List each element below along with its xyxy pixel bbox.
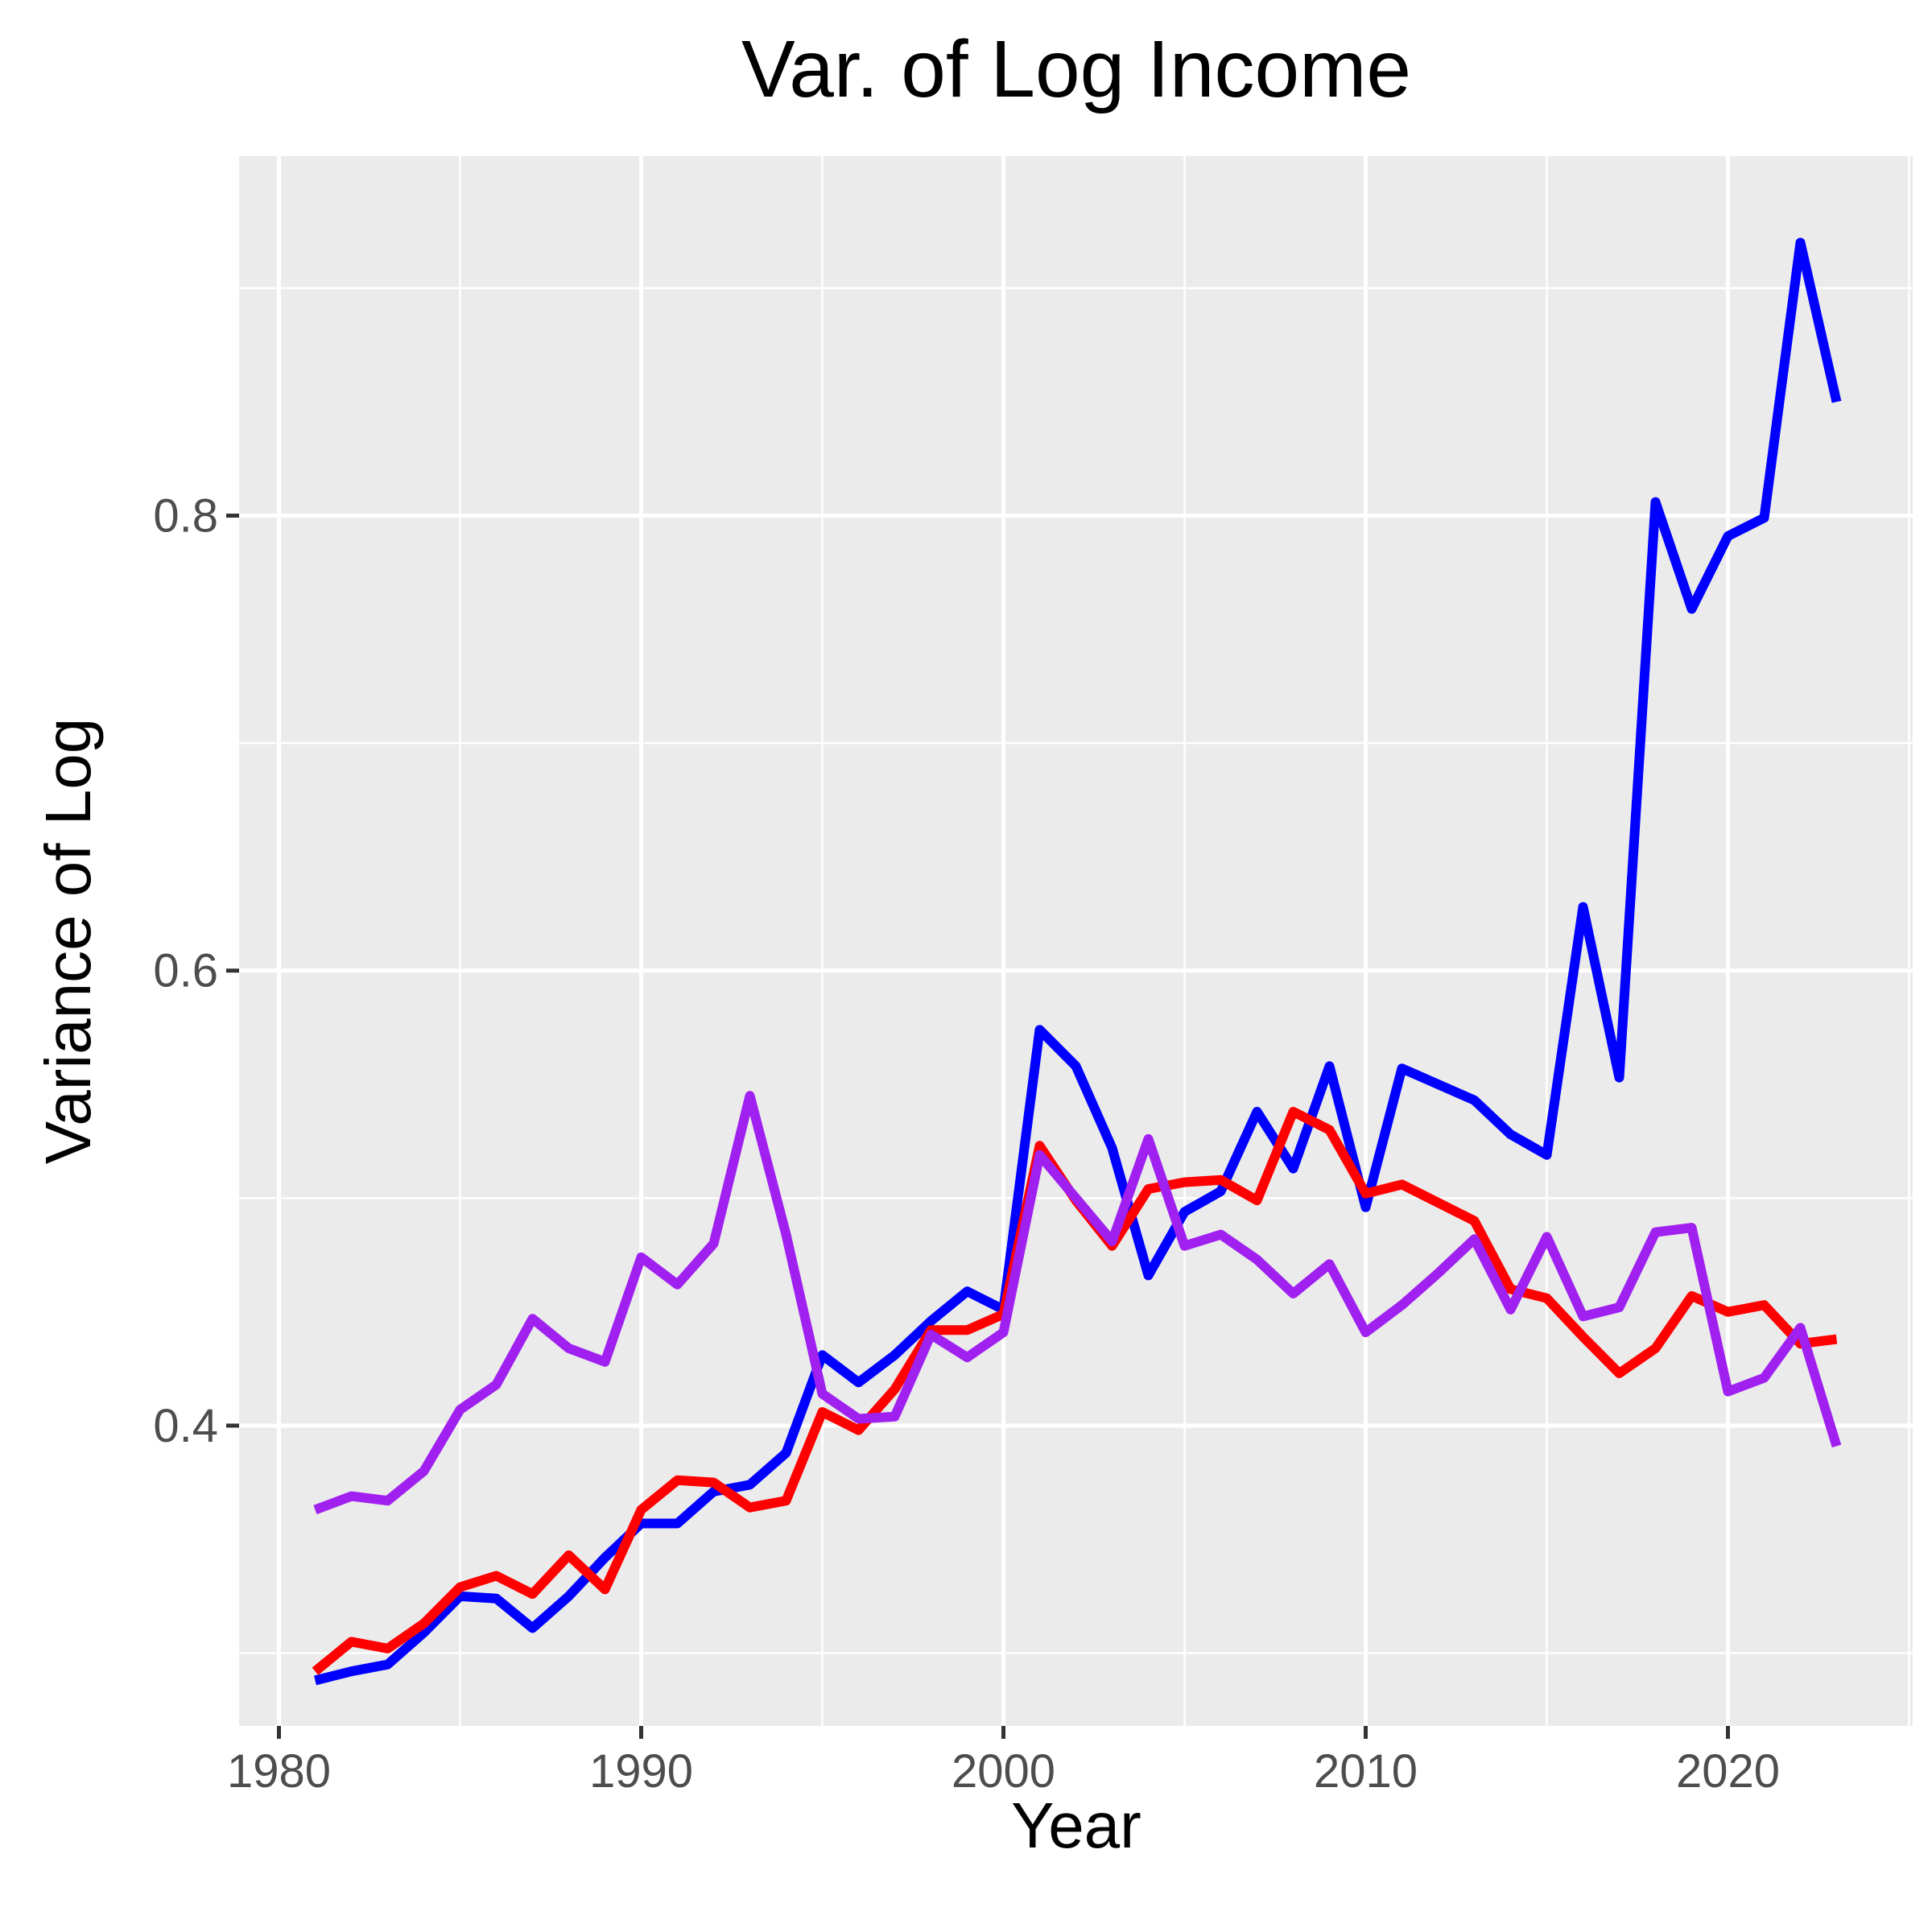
- y-axis-title: Variance of Log: [32, 718, 104, 1164]
- plot-panel: [239, 156, 1913, 1726]
- y-tick-label: 0.8: [153, 490, 218, 543]
- y-axis: 0.4 0.6 0.8: [153, 490, 239, 1452]
- x-tick-label: 2020: [1676, 1745, 1780, 1798]
- series-line-3: [313, 1091, 1842, 1515]
- minor-gridlines: [239, 156, 1913, 1726]
- y-tick-label: 0.6: [153, 945, 218, 997]
- x-tick-label: 1990: [589, 1745, 693, 1798]
- x-tick-label: 2000: [952, 1745, 1055, 1798]
- x-tick-label: 2010: [1314, 1745, 1418, 1798]
- major-gridlines: [239, 156, 1913, 1726]
- x-axis: 1980 1990 2000 2010 2020: [227, 1726, 1780, 1798]
- chart-title: Var. of Log Income: [741, 24, 1411, 114]
- x-axis-title: Year: [1011, 1790, 1141, 1861]
- series-lines: [312, 237, 1842, 1686]
- y-tick-label: 0.4: [153, 1400, 218, 1452]
- x-tick-label: 1980: [227, 1745, 331, 1798]
- series-line-1: [314, 237, 1842, 1686]
